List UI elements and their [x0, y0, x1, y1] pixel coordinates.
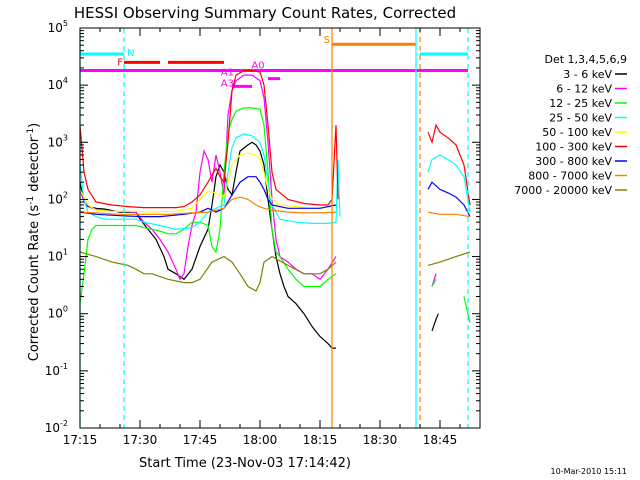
series-line-7-seg-0	[80, 196, 337, 215]
x-tick-label-0: 17:15	[63, 433, 98, 447]
x-tick-label-2: 17:45	[183, 433, 218, 447]
x-tick-label-5: 18:30	[363, 433, 398, 447]
series-line-0-seg-1	[431, 313, 439, 332]
legend-label-5: 100 - 300 keV	[535, 141, 612, 154]
series-lines	[80, 70, 471, 349]
y-axis-label-end: )	[27, 123, 42, 128]
legend-label-4: 50 - 100 keV	[542, 126, 612, 139]
series-line-6-seg-0	[80, 176, 337, 218]
series-line-2-seg-0	[80, 107, 337, 304]
series-line-0-seg-0	[80, 141, 336, 349]
series-line-2-seg-1	[431, 279, 437, 287]
annotation-label-f: F	[117, 57, 123, 68]
footer-timestamp: 10-Mar-2010 15:11	[551, 467, 628, 476]
x-tick-label-4: 18:15	[303, 433, 338, 447]
legend-label-0: 3 - 6 keV	[563, 68, 612, 81]
y-axis-label-sup2: -1	[26, 128, 36, 137]
annotation-label-a1: A1	[221, 68, 234, 79]
annotation-label-s: S	[324, 35, 330, 46]
legend-label-7: 800 - 7000 keV	[528, 170, 612, 183]
x-tick-label-6: 18:45	[423, 433, 458, 447]
legend-label-2: 12 - 25 keV	[549, 97, 612, 110]
legend-title: Det 1,3,4,5,6,9	[544, 53, 627, 66]
series-line-1-seg-0	[80, 74, 337, 281]
series-line-8-seg-0	[80, 251, 337, 292]
annotation-label-n: N	[127, 48, 134, 59]
legend-label-6: 300 - 800 keV	[535, 155, 612, 168]
series-line-2-seg-2	[463, 296, 471, 323]
chart-title: HESSI Observing Summary Count Rates, Cor…	[74, 4, 456, 22]
series-line-5-seg-1	[427, 123, 471, 206]
x-tick-label-3: 18:00	[243, 433, 278, 447]
x-tick-label-1: 17:30	[123, 433, 158, 447]
y-axis-label-sup1: -1	[26, 196, 36, 205]
series-line-7-seg-1	[427, 211, 471, 218]
series-line-6-seg-1	[427, 181, 471, 217]
annotation-label-a3: A3	[221, 78, 234, 89]
y-axis-label: Corrected Count Rate (s-1 detector-1)	[26, 123, 42, 361]
y-axis-label-mid: detector	[27, 136, 42, 196]
annotation-label-a0: A0	[251, 61, 264, 72]
legend-label-3: 25 - 50 keV	[549, 112, 612, 125]
series-line-8-seg-1	[427, 251, 471, 266]
series-line-3-seg-1	[427, 154, 471, 213]
x-axis-label: Start Time (23-Nov-03 17:14:42)	[139, 456, 351, 471]
legend-label-8: 7000 - 20000 keV	[514, 184, 612, 197]
series-line-5-seg-0	[80, 70, 339, 209]
series-line-3-seg-0	[80, 133, 341, 230]
series-line-4-seg-0	[80, 152, 337, 213]
y-axis-label-main: Corrected Count Rate (s	[27, 205, 42, 362]
legend-label-1: 6 - 12 keV	[556, 83, 612, 96]
